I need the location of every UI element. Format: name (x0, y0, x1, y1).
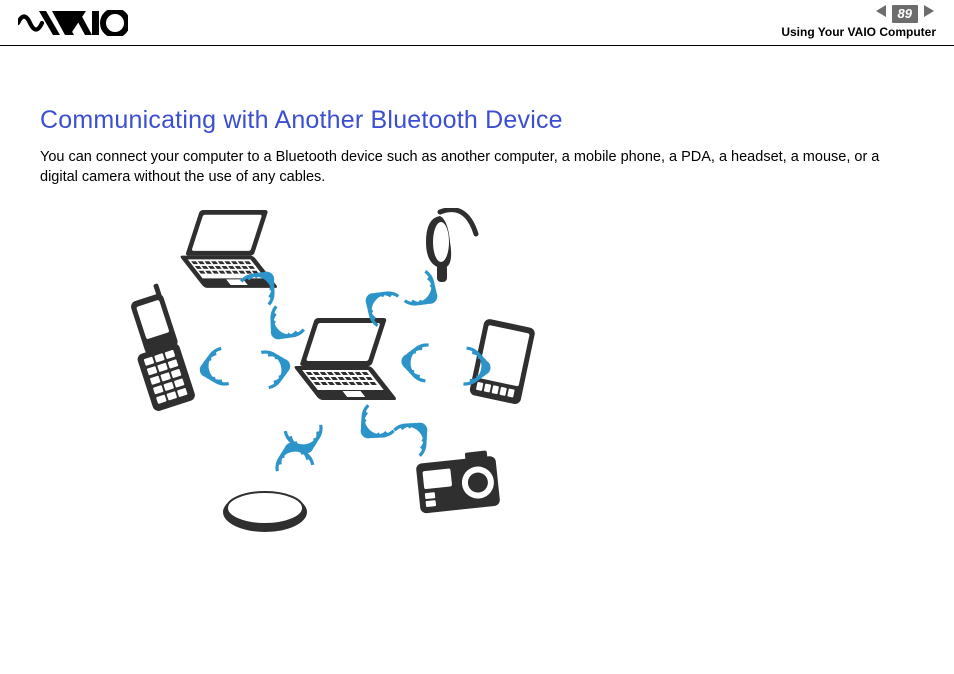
mouse-icon (223, 492, 307, 532)
vaio-logo (18, 10, 128, 41)
wave-icon (394, 413, 436, 455)
page-content: Communicating with Another Bluetooth Dev… (0, 46, 954, 548)
page-header: 89 Using Your VAIO Computer (0, 0, 954, 46)
bluetooth-diagram (85, 208, 645, 548)
wave-icon (261, 347, 292, 387)
wave-icon (261, 306, 304, 348)
section-body: You can connect your computer to a Bluet… (40, 147, 914, 188)
flip-phone-icon (117, 282, 197, 412)
next-page-arrow-icon[interactable] (922, 4, 936, 23)
page-number-box: 89 (892, 5, 918, 23)
camera-icon (415, 449, 500, 513)
wave-icon (351, 405, 393, 447)
wave-icon (402, 343, 429, 381)
prev-page-arrow-icon[interactable] (874, 4, 888, 23)
header-subtitle: Using Your VAIO Computer (781, 25, 936, 39)
wave-icon (198, 348, 229, 388)
pda-icon (469, 318, 536, 405)
page-nav: 89 Using Your VAIO Computer (781, 4, 936, 39)
section-title: Communicating with Another Bluetooth Dev… (40, 106, 914, 135)
page-number: 89 (896, 6, 914, 21)
headset-icon (426, 209, 476, 281)
center-laptop-icon (293, 318, 398, 400)
header-divider (0, 45, 954, 46)
